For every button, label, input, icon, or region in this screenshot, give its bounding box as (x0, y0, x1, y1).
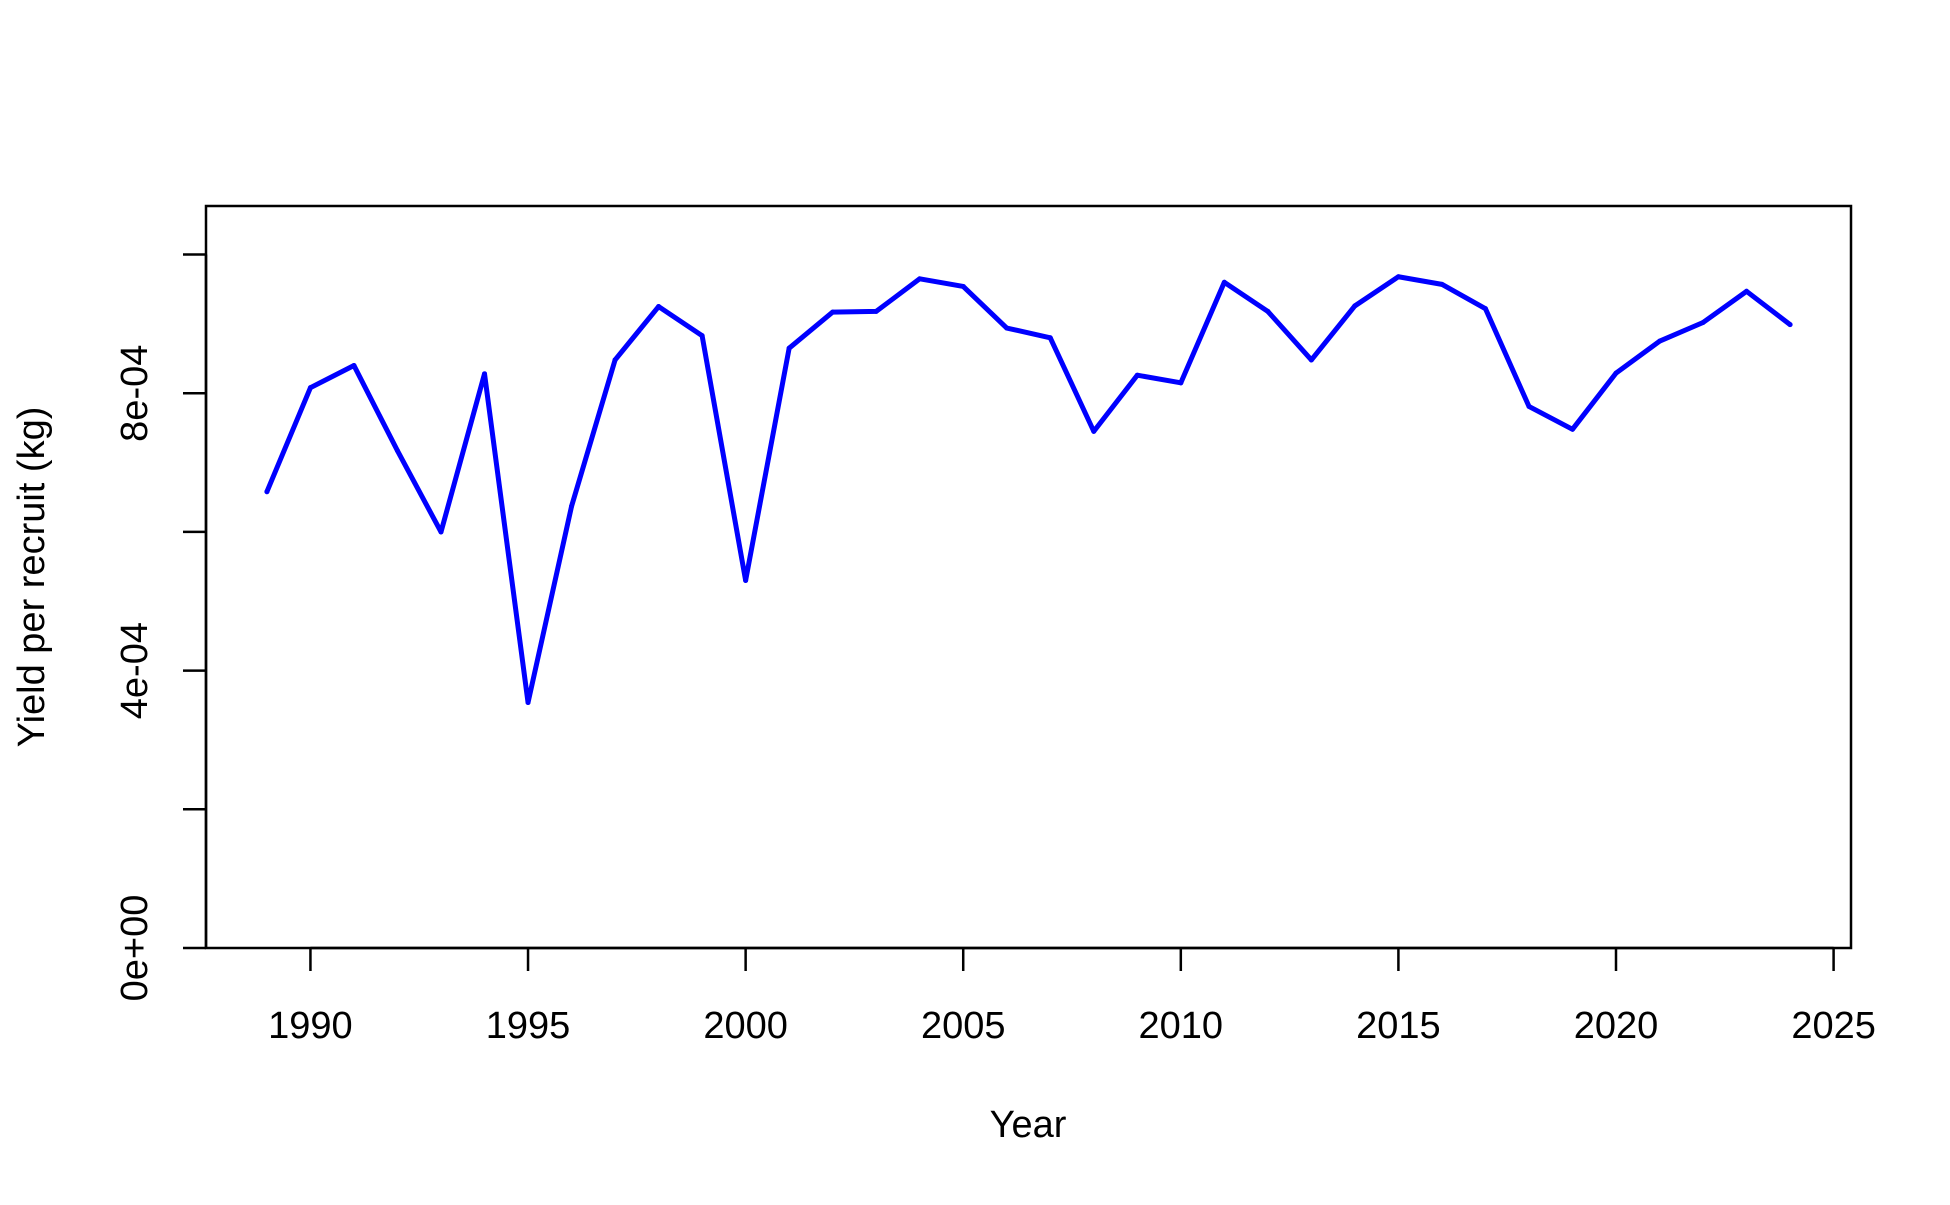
data-point (873, 308, 879, 314)
data-point (1744, 288, 1750, 294)
data-point (743, 577, 749, 583)
y-tick-label: 8e-04 (114, 345, 156, 442)
data-point (1569, 426, 1575, 432)
data-point (917, 276, 923, 282)
plot-frame (204, 204, 1853, 950)
data-point (1308, 357, 1314, 363)
data-point (1004, 325, 1010, 331)
data-point (1091, 428, 1097, 434)
data-point (307, 385, 313, 391)
x-tick-label: 2025 (1791, 1005, 1876, 1047)
x-tick-label: 2000 (703, 1005, 788, 1047)
data-point (1395, 274, 1401, 280)
x-tick-label: 2010 (1139, 1005, 1224, 1047)
data-point (525, 700, 531, 706)
y-tick-label: 0e+00 (114, 895, 156, 1002)
data-point (830, 309, 836, 315)
x-tick-label: 1995 (486, 1005, 571, 1047)
x-tick-label: 2005 (921, 1005, 1006, 1047)
data-point (1526, 403, 1532, 409)
data-point (960, 283, 966, 289)
x-axis-ticks: 1990 1995 2000 2005 2010 2015 2020 2025 (268, 948, 1876, 1047)
y-tick-label: 4e-04 (114, 622, 156, 719)
x-tick-label: 1990 (268, 1005, 353, 1047)
data-point (1700, 320, 1706, 326)
data-point (482, 371, 488, 377)
data-point (612, 357, 618, 363)
data-point (351, 362, 357, 368)
data-point (569, 503, 575, 509)
data-point (786, 345, 792, 351)
data-point (656, 304, 662, 310)
data-point (1613, 370, 1619, 376)
data-point (1657, 338, 1663, 344)
data-point (1787, 322, 1793, 328)
data-point (264, 489, 270, 495)
y-axis-ticks: 0e+00 4e-04 8e-04 (114, 253, 206, 1002)
data-point (1439, 281, 1445, 287)
series-line (264, 274, 1793, 706)
series-layer (264, 274, 1793, 706)
x-tick-label: 2015 (1356, 1005, 1441, 1047)
data-point (394, 448, 400, 454)
y-axis-title: Yield per recruit (kg) (11, 407, 53, 748)
data-point (1047, 335, 1053, 341)
data-point (1134, 372, 1140, 378)
data-point (1352, 303, 1358, 309)
data-point (1265, 308, 1271, 314)
data-point (1221, 279, 1227, 285)
x-axis-title: Year (990, 1104, 1067, 1146)
data-point (1178, 380, 1184, 386)
data-point (1482, 306, 1488, 312)
x-tick-label: 2020 (1574, 1005, 1659, 1047)
data-point (438, 529, 444, 535)
data-point (699, 333, 705, 339)
